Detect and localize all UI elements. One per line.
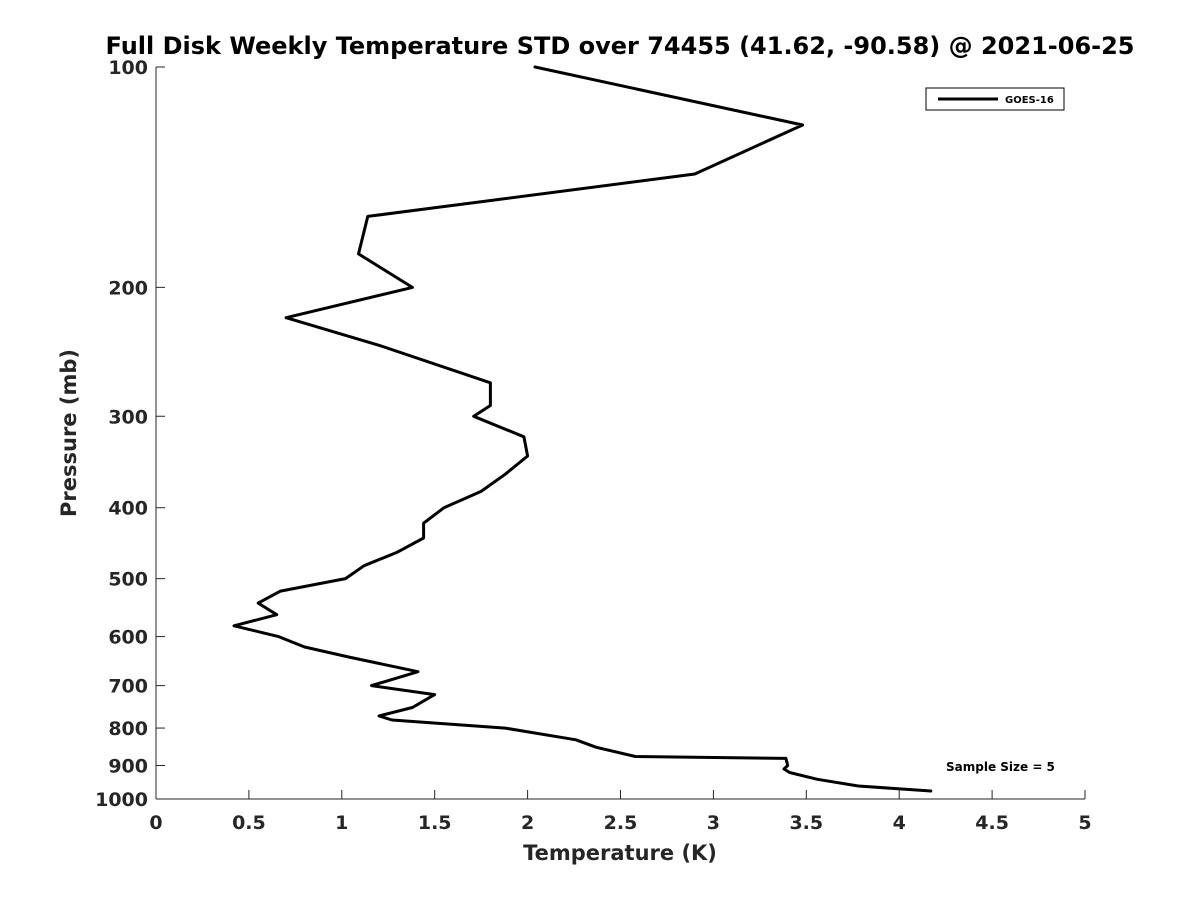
y-axis-label: Pressure (mb) (57, 349, 81, 517)
y-tick-label: 700 (108, 676, 148, 698)
x-tick-label: 4.5 (975, 812, 1009, 834)
y-tick-label: 600 (108, 627, 148, 649)
x-tick-label: 4 (893, 812, 906, 834)
x-ticks: 0 0.5 1 1.5 2 2.5 3 3.5 4 4.5 5 (149, 790, 1092, 834)
y-tick-label: 100 (108, 57, 148, 79)
x-tick-label: 3 (707, 812, 720, 834)
x-tick-label: 1 (335, 812, 348, 834)
x-tick-label: 0 (149, 812, 162, 834)
series-line-goes-16 (232, 65, 933, 793)
y-tick-label: 900 (108, 756, 148, 778)
chart-title: Full Disk Weekly Temperature STD over 74… (106, 32, 1135, 60)
x-tick-label: 0.5 (232, 812, 266, 834)
x-tick-label: 3.5 (789, 812, 823, 834)
sample-size-annotation: Sample Size = 5 (946, 760, 1055, 774)
x-tick-label: 5 (1078, 812, 1091, 834)
y-ticks: 100 200 300 400 500 600 700 800 900 1000 (95, 57, 165, 811)
y-tick-label: 800 (108, 718, 148, 740)
legend: GOES-16 (925, 87, 1065, 111)
x-tick-label: 1.5 (418, 812, 452, 834)
y-tick-label: 200 (108, 277, 148, 299)
x-tick-label: 2 (521, 812, 534, 834)
legend-label: GOES-16 (1005, 95, 1054, 106)
y-tick-label: 300 (108, 406, 148, 428)
y-tick-label: 1000 (95, 789, 148, 811)
series-layer (232, 65, 933, 793)
plot-area (156, 67, 1085, 799)
y-tick-label: 500 (108, 569, 148, 591)
y-tick-label: 400 (108, 498, 148, 520)
x-tick-label: 2.5 (604, 812, 638, 834)
x-axis-label: Temperature (K) (523, 841, 717, 865)
